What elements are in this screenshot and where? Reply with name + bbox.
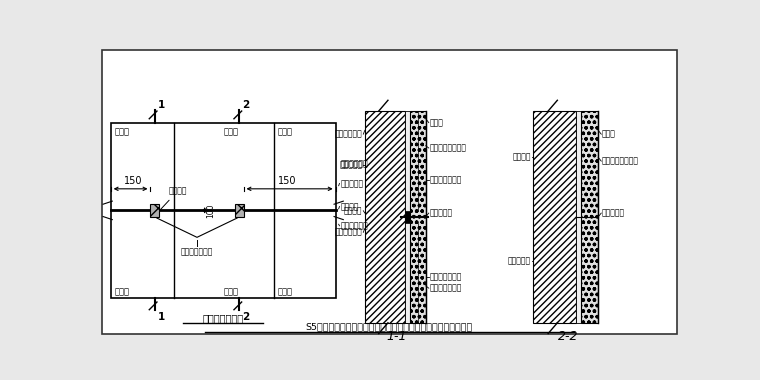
Bar — [405, 211, 410, 223]
Text: 玻化砖: 玻化砖 — [224, 127, 239, 136]
Text: 玻化砖: 玻化砖 — [429, 118, 443, 127]
Text: 射钉固定: 射钉固定 — [157, 187, 187, 213]
Text: 射钉固定: 射钉固定 — [344, 206, 363, 215]
Text: 结构墙体基层: 结构墙体基层 — [335, 130, 363, 139]
Bar — [365, 111, 405, 323]
Text: 玻化砖: 玻化砖 — [602, 130, 616, 139]
Text: 射钉固定: 射钉固定 — [340, 202, 359, 211]
Text: 不锈钉连接挂件: 不锈钉连接挂件 — [181, 247, 214, 256]
Text: 玻化砖强力粘结剂: 玻化砖强力粘结剂 — [429, 144, 467, 152]
Text: 玻化砖: 玻化砖 — [278, 288, 293, 296]
Text: 玻化砖: 玻化砖 — [115, 288, 130, 296]
Bar — [581, 111, 598, 323]
Text: 缝隙剔缝砂: 缝隙剔缝砂 — [429, 209, 453, 218]
Text: 玻化砖: 玻化砖 — [115, 127, 130, 136]
Text: S5工程精装修大堂墙面湿贴工艺玻化砖湿贴局部加固做法示意图: S5工程精装修大堂墙面湿贴工艺玻化砖湿贴局部加固做法示意图 — [306, 322, 473, 331]
Text: 2-2: 2-2 — [558, 330, 578, 343]
Bar — [405, 111, 410, 323]
Text: 墙体基层: 墙体基层 — [513, 153, 531, 162]
Bar — [576, 111, 581, 323]
Text: 缝隙剔缝砂: 缝隙剔缝砂 — [602, 209, 625, 218]
Text: 100: 100 — [206, 203, 215, 218]
Text: 墙体抹奶层: 墙体抹奶层 — [340, 179, 363, 188]
Text: 玻化砖: 玻化砖 — [278, 127, 293, 136]
Text: 墙体抹奶层: 墙体抹奶层 — [340, 160, 363, 169]
Bar — [150, 204, 159, 217]
Text: 墙体抹奶层: 墙体抹奶层 — [508, 257, 531, 266]
Text: 150: 150 — [278, 176, 296, 186]
Text: 2: 2 — [242, 312, 250, 322]
Bar — [235, 204, 244, 217]
Text: 采用云石胶固定: 采用云石胶固定 — [429, 283, 462, 293]
Text: 玻化砖背面开槽: 玻化砖背面开槽 — [429, 272, 462, 281]
Bar — [410, 111, 426, 323]
Text: 玻化砖强力粘结剂: 玻化砖强力粘结剂 — [602, 157, 639, 166]
Text: 不锈钉连接件: 不锈钉连接件 — [340, 221, 368, 230]
Text: 1: 1 — [158, 312, 165, 322]
Text: 云石胶快速固定: 云石胶快速固定 — [429, 176, 462, 185]
Bar — [111, 123, 336, 298]
Text: 玻化砖: 玻化砖 — [224, 288, 239, 296]
Text: 1-1: 1-1 — [386, 330, 407, 343]
Text: 150: 150 — [123, 176, 142, 186]
Text: 1: 1 — [158, 100, 165, 109]
Bar — [534, 111, 576, 323]
Text: 2: 2 — [242, 100, 250, 109]
Text: 不锈钉连接件: 不锈钉连接件 — [335, 228, 363, 237]
Text: 结构墙体基层: 结构墙体基层 — [340, 160, 368, 169]
Text: 墙砖立面示意图: 墙砖立面示意图 — [203, 313, 244, 323]
